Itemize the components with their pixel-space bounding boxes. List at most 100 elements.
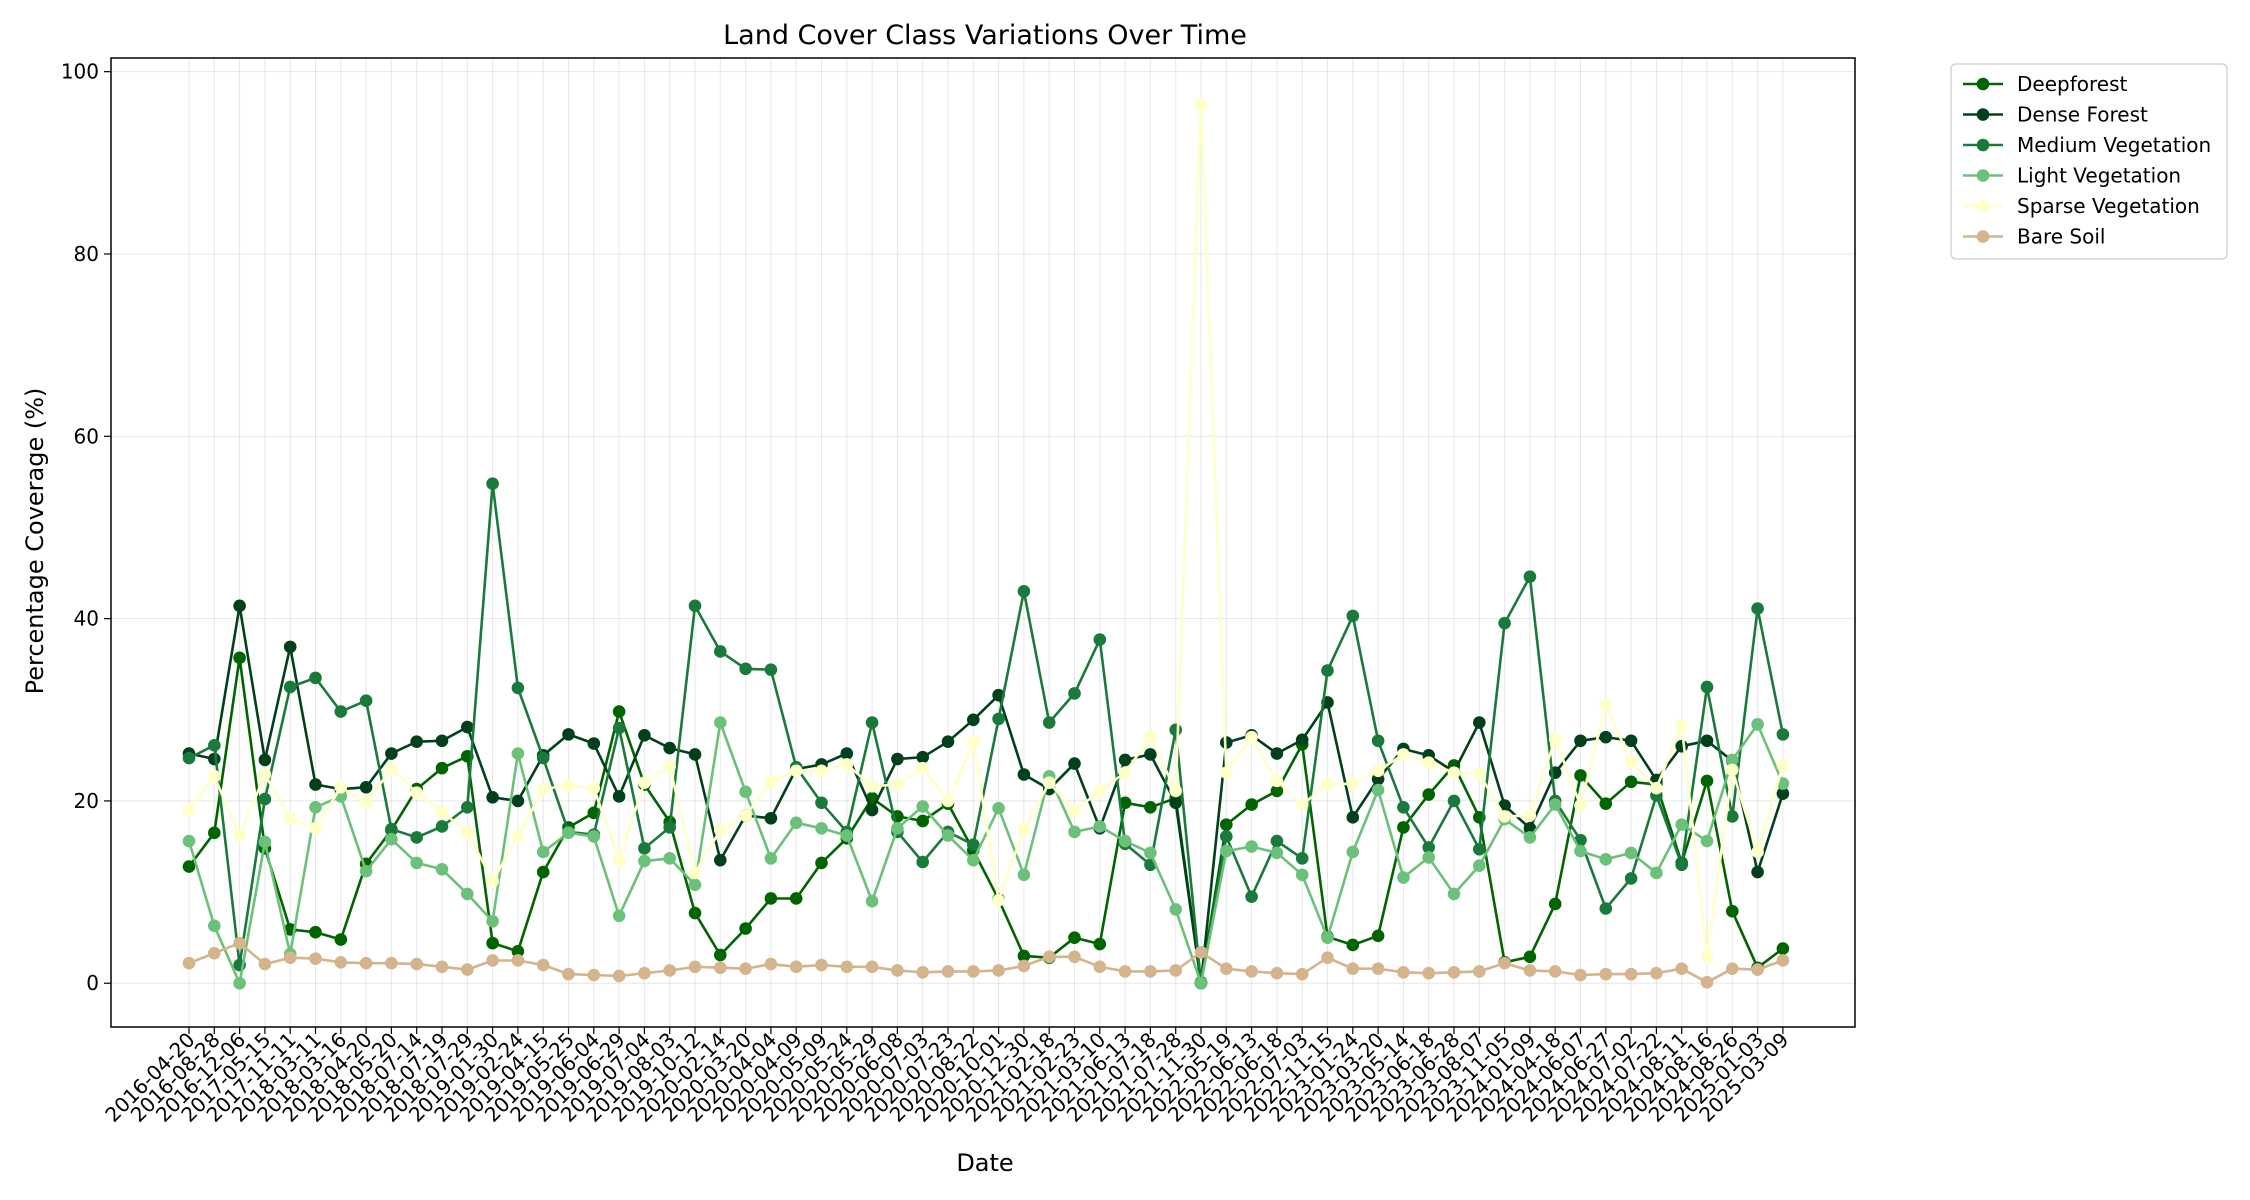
data-point [536, 958, 550, 972]
legend-label: Medium Vegetation [2017, 133, 2211, 157]
data-point [435, 960, 449, 974]
data-point [992, 712, 1005, 726]
data-point [1321, 778, 1334, 791]
data-point [815, 796, 828, 810]
data-point [208, 919, 221, 933]
data-point [815, 958, 828, 972]
data-point [1245, 890, 1258, 903]
data-point [1321, 931, 1334, 944]
data-point [1422, 841, 1435, 854]
legend-item: Bare Soil [1963, 225, 2105, 249]
data-point [612, 969, 626, 983]
data-point [1068, 757, 1081, 770]
data-point [334, 705, 348, 718]
data-point [1397, 966, 1410, 979]
data-point [815, 821, 828, 835]
data-point [1700, 734, 1714, 748]
data-point [1523, 964, 1537, 977]
data-point [1144, 846, 1157, 860]
data-point [1599, 698, 1613, 712]
data-point [1700, 976, 1714, 989]
data-point [1371, 734, 1385, 748]
data-point [638, 966, 651, 980]
data-point [1751, 718, 1764, 731]
data-point [1118, 766, 1132, 779]
data-point [410, 831, 424, 844]
data-point [587, 737, 601, 750]
data-point [916, 750, 929, 764]
data-point [789, 892, 803, 905]
data-point [1726, 753, 1739, 767]
data-point [714, 645, 727, 658]
data-point [1599, 852, 1613, 866]
data-point [764, 957, 778, 971]
data-point [1473, 716, 1486, 729]
data-point [1220, 766, 1233, 779]
data-point [1548, 732, 1562, 746]
data-point [1498, 956, 1511, 970]
legend-swatch-marker [1976, 108, 1990, 121]
series-line [188, 482, 1785, 985]
data-point [1068, 931, 1081, 944]
data-point [1144, 801, 1157, 814]
grid-lines [111, 58, 1855, 1027]
data-point [714, 823, 727, 837]
data-point [1371, 929, 1385, 943]
data-point [1270, 966, 1284, 980]
data-point [1675, 858, 1688, 872]
legend-item: Sparse Vegetation [1963, 194, 2200, 218]
data-point [385, 832, 398, 846]
data-point [1776, 728, 1790, 741]
data-point [992, 893, 1005, 907]
data-point [714, 716, 727, 729]
legend-item: Medium Vegetation [1963, 133, 2211, 157]
legend-item: Deepforest [1963, 72, 2127, 96]
data-point [612, 853, 626, 867]
legend-label: Bare Soil [2017, 225, 2105, 249]
data-point [688, 866, 702, 880]
data-point [359, 694, 373, 707]
data-point [612, 705, 626, 718]
data-point [1042, 716, 1056, 729]
data-point [1118, 965, 1132, 978]
data-point [714, 961, 727, 975]
data-point [461, 825, 474, 839]
data-point [1371, 764, 1385, 778]
data-point [1751, 602, 1764, 615]
data-point [410, 735, 424, 748]
data-point [562, 728, 575, 741]
legend: Deepforest Dense Forest Medium Vegetation L… [1950, 63, 2228, 260]
data-point [309, 925, 322, 939]
data-point [1473, 859, 1486, 872]
data-point [840, 960, 854, 974]
data-point [1295, 967, 1309, 981]
data-point [1447, 794, 1461, 808]
data-point [1473, 767, 1486, 780]
data-point [182, 803, 196, 817]
data-point [283, 680, 297, 694]
data-point [435, 734, 449, 748]
data-point [1068, 825, 1081, 839]
legend-label: Light Vegetation [2017, 164, 2181, 188]
data-point [1624, 734, 1638, 748]
data-point [1245, 798, 1258, 811]
data-point [334, 780, 348, 794]
data-point [1700, 774, 1714, 788]
data-point [865, 960, 879, 974]
data-point [1675, 718, 1688, 732]
legend-label: Dense Forest [2017, 103, 2148, 127]
y-tick-label: 0 [86, 971, 99, 995]
data-point [1447, 966, 1461, 979]
data-point [359, 796, 373, 810]
data-point [638, 842, 651, 855]
data-point [1700, 680, 1714, 694]
data-point [1574, 734, 1587, 748]
data-point [385, 822, 398, 836]
data-point [1295, 868, 1309, 882]
data-point [587, 968, 601, 982]
data-point [764, 775, 778, 789]
data-point [840, 758, 854, 771]
data-point [1574, 799, 1587, 812]
data-point [891, 752, 904, 766]
